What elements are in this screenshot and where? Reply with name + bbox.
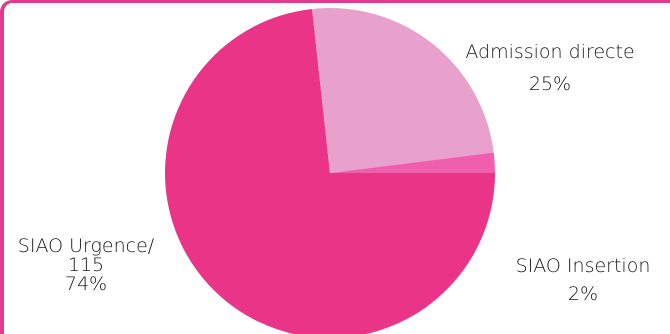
pie-slice-admission-directe <box>312 8 494 173</box>
pie-slices <box>165 8 495 334</box>
slice-label-admission-directe: Admission directe <box>465 41 634 63</box>
slice-value-siao-urgence: 74% <box>65 273 107 295</box>
slice-label-siao-insertion: SIAO Insertion <box>516 255 651 277</box>
slice-value-admission-directe: 25% <box>529 73 571 95</box>
slice-value-siao-insertion: 2% <box>568 283 598 305</box>
